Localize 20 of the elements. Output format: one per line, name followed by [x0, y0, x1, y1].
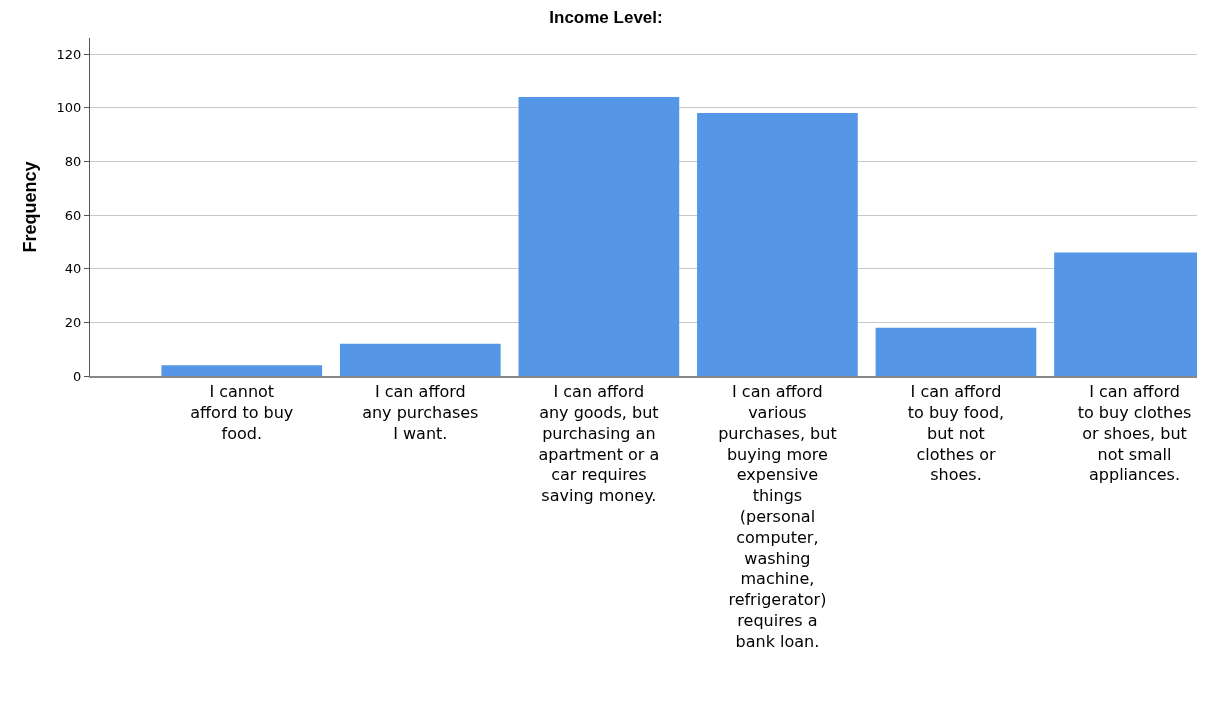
y-tick-label: 80: [64, 153, 82, 169]
x-tick-label: I can afford any purchases I want.: [362, 382, 479, 443]
bar: [518, 97, 680, 376]
category-label: I can afford various purchases, but buying more expensive things (personal computer, washing machine, refrigerator) requires a bank loan.: [718, 382, 837, 651]
y-tick-label: 120: [56, 46, 82, 62]
x-tick-label: I can afford any goods, but purchasing an apartment or a car requires saving money.: [538, 382, 660, 506]
y-tick-label: 0: [73, 368, 82, 384]
chart-title: Income Level:: [549, 7, 663, 27]
y-tick-label: 60: [64, 207, 82, 223]
x-tick-label: I can afford to buy food, but not clothes or shoes.: [907, 382, 1005, 485]
y-tick-label: 40: [64, 261, 82, 277]
x-tick-label: I can afford to buy clothes or shoes, but not small appliances.: [1077, 382, 1192, 485]
y-tick-label: 20: [64, 314, 82, 330]
bar: [161, 365, 323, 376]
y-tick-label: 100: [56, 100, 82, 116]
bar: [339, 343, 501, 376]
bar: [875, 327, 1037, 376]
x-tick-label: I cannot afford to buy food.: [190, 382, 294, 443]
y-axis-title: Frequency: [19, 161, 40, 253]
bar: [697, 113, 858, 376]
